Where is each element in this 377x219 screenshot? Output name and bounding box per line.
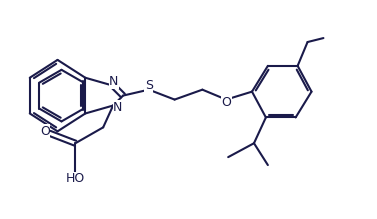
Text: S: S <box>145 79 153 92</box>
Text: O: O <box>40 125 50 138</box>
Text: N: N <box>109 75 119 88</box>
Text: HO: HO <box>66 172 85 185</box>
Text: N: N <box>113 101 123 114</box>
Text: O: O <box>221 96 231 109</box>
